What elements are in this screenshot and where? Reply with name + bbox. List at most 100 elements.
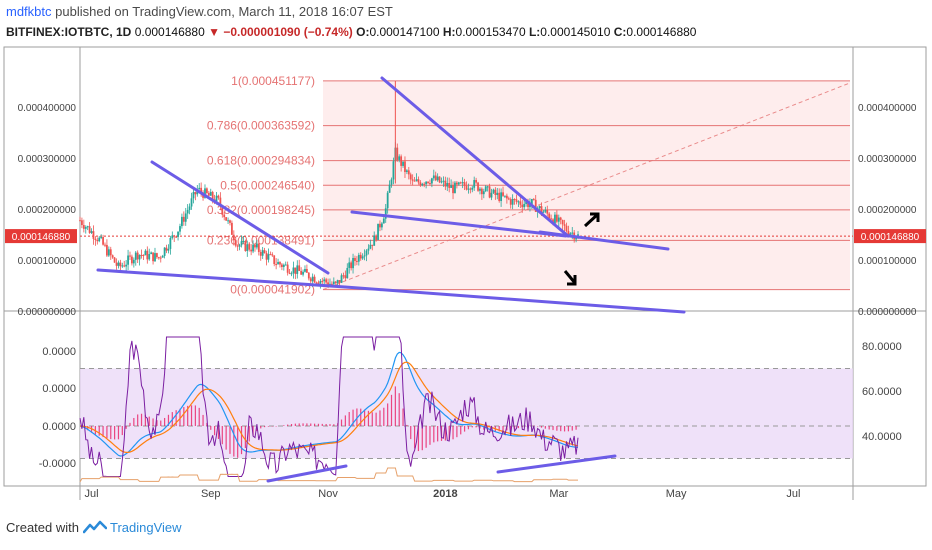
price-axis-label-right: 0.000200000 [858, 205, 917, 216]
candle-body [231, 222, 233, 235]
fib-level-label: 1(0.000451177) [231, 74, 315, 88]
price-axis-label-right: 0.000300000 [858, 154, 917, 165]
candle-body [559, 217, 562, 220]
candle-body [498, 192, 501, 201]
candle-body [411, 179, 414, 181]
macd-histogram-bar [114, 426, 116, 440]
macd-histogram-bar [283, 425, 285, 426]
macd-histogram-bar [221, 426, 223, 445]
macd-histogram-bar [556, 426, 558, 431]
candle-body [317, 282, 320, 284]
candle-body [179, 226, 181, 232]
candle-body [382, 218, 385, 224]
candle-body [444, 180, 447, 187]
candle-body [430, 178, 433, 184]
candle-body [309, 278, 312, 282]
candle-body [182, 216, 185, 222]
macd-histogram-bar [356, 408, 358, 426]
candle-body [304, 268, 306, 272]
tradingview-brand[interactable]: TradingView [110, 520, 182, 535]
macd-histogram-bar [233, 426, 235, 457]
macd-histogram-bar [367, 410, 370, 426]
candle-body [238, 245, 241, 247]
candle-body [569, 233, 572, 235]
x-tick-label: Sep [201, 488, 221, 500]
open-value: 0.000147100 [369, 25, 440, 39]
candle-body [342, 275, 345, 277]
candle-body [123, 265, 126, 267]
volume-line [79, 467, 578, 483]
indicator-axis-label-left: -0.0000 [39, 458, 76, 470]
last-price: 0.000146880 [134, 25, 205, 39]
macd-histogram-bar [467, 426, 470, 430]
candle-body [104, 244, 106, 246]
candle-body [190, 198, 193, 207]
macd-histogram-bar [471, 426, 473, 428]
candle-body [390, 179, 393, 185]
macd-histogram-bar [567, 426, 570, 432]
candle-body [467, 188, 470, 190]
candle-body [542, 211, 545, 213]
candle-body [511, 199, 514, 205]
candle-body [281, 264, 283, 267]
macd-histogram-bar [164, 417, 166, 426]
macd-histogram-bar [194, 405, 196, 426]
candle-body [567, 231, 570, 235]
macd-histogram-bar [206, 422, 208, 426]
candle-body [338, 280, 341, 283]
price-axis-label-left: 0.000000000 [18, 307, 77, 318]
macd-histogram-bar [175, 410, 177, 426]
candle-body [79, 220, 81, 222]
candle-body [373, 235, 376, 246]
author-link[interactable]: mdfkbtc [6, 4, 52, 19]
current-price-tag-right [854, 229, 926, 244]
candle-body [530, 199, 533, 204]
macd-histogram-bar [287, 424, 289, 426]
candle-body [88, 226, 91, 233]
macd-histogram-bar [260, 426, 262, 429]
macd-histogram-bar [340, 419, 343, 426]
candle-body [163, 247, 166, 256]
macd-histogram-bar [498, 426, 500, 432]
current-price-label-left: 0.000146880 [12, 232, 71, 243]
candle-body [121, 265, 124, 267]
macd-histogram-bar [160, 420, 162, 426]
macd-histogram-bar [394, 386, 396, 426]
macd-histogram-bar [548, 426, 550, 430]
candle-body [392, 161, 395, 180]
candle-body [107, 249, 110, 256]
macd-histogram-bar [106, 426, 108, 439]
candle-body [102, 236, 104, 245]
macd-histogram-bar [575, 426, 577, 430]
candle-body [250, 249, 253, 252]
candle-body [423, 183, 426, 185]
candle-body [480, 188, 483, 195]
candle-body [494, 189, 497, 195]
candle-body [192, 192, 195, 199]
candle-body [513, 199, 516, 201]
macd-histogram-bar [502, 426, 504, 431]
macd-histogram-bar [540, 426, 543, 428]
trend-line [96, 268, 347, 289]
candle-body [306, 268, 308, 273]
candle-body [479, 188, 481, 191]
candle-body [352, 257, 354, 269]
indicator-axis-label-left: 0.0000 [42, 346, 76, 358]
candle-body [425, 181, 428, 185]
macd-histogram-bar [263, 426, 266, 428]
macd-histogram-bar [87, 426, 89, 431]
candle-body [398, 156, 401, 160]
candle-body [111, 255, 114, 258]
macd-histogram-bar [267, 426, 270, 427]
indicator-axis-label-right: 40.0000 [862, 431, 902, 443]
candle-body [232, 234, 235, 241]
macd-histogram-bar [183, 407, 185, 426]
macd-histogram-bar [302, 423, 304, 426]
macd-histogram-bar [294, 423, 296, 426]
macd-histogram-bar [198, 407, 200, 426]
candle-body [386, 192, 389, 209]
macd-histogram-bar [148, 416, 150, 426]
macd-histogram-bar [137, 414, 139, 426]
candle-body [525, 201, 528, 204]
